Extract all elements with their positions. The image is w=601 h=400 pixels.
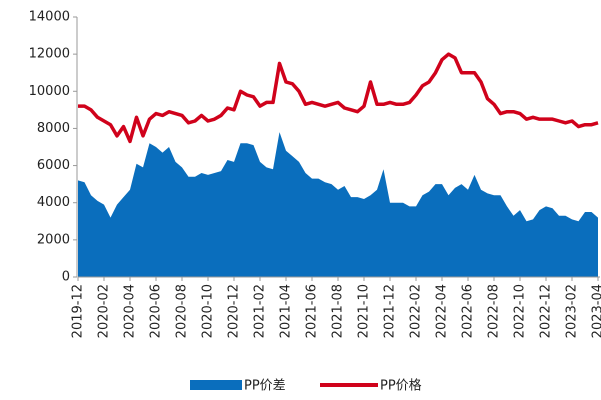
x-tick-label: 2020-06: [149, 284, 164, 338]
legend-label: PP价差: [244, 379, 286, 394]
x-tick-label: 2021-04: [279, 284, 294, 338]
x-tick-label: 2020-12: [227, 284, 242, 338]
x-tick-label: 2021-08: [331, 284, 346, 338]
x-tick-label: 2020-02: [97, 284, 112, 338]
x-tick-label: 2022-04: [435, 284, 450, 338]
legend-label: PP价格: [380, 378, 422, 394]
x-tick-label: 2020-10: [201, 284, 216, 338]
area: [78, 132, 598, 277]
y-tick-label: 14000: [29, 10, 70, 25]
x-tick-label: 2021-10: [357, 284, 372, 338]
x-tick-label: 2019-12: [71, 284, 86, 338]
x-tick-label: 2022-12: [539, 284, 554, 338]
y-tick-label: 4000: [37, 195, 70, 210]
y-tick-label: 12000: [29, 47, 70, 62]
x-tick-label: 2023-02: [565, 284, 580, 338]
x-tick-label: 2022-06: [461, 284, 476, 338]
y-tick-label: 2000: [37, 232, 70, 247]
legend-swatch: [190, 380, 242, 390]
x-tick-label: 2021-06: [305, 284, 320, 338]
x-tick-label: 2023-04: [591, 284, 601, 338]
x-tick-label: 2022-10: [513, 284, 528, 338]
y-tick-label: 0: [62, 270, 70, 285]
line: [78, 52, 599, 144]
y-tick-label: 8000: [37, 121, 70, 136]
y-tick-label: 10000: [29, 84, 70, 99]
x-tick-label: 2020-04: [123, 284, 138, 338]
y-tick-label: 6000: [37, 158, 70, 173]
x-tick-label: 2021-12: [383, 284, 398, 338]
x-tick-label: 2020-08: [175, 284, 190, 338]
x-tick-label: 2022-08: [487, 284, 502, 338]
x-tick-label: 2022-02: [409, 284, 424, 338]
x-tick-label: 2021-02: [253, 284, 268, 338]
